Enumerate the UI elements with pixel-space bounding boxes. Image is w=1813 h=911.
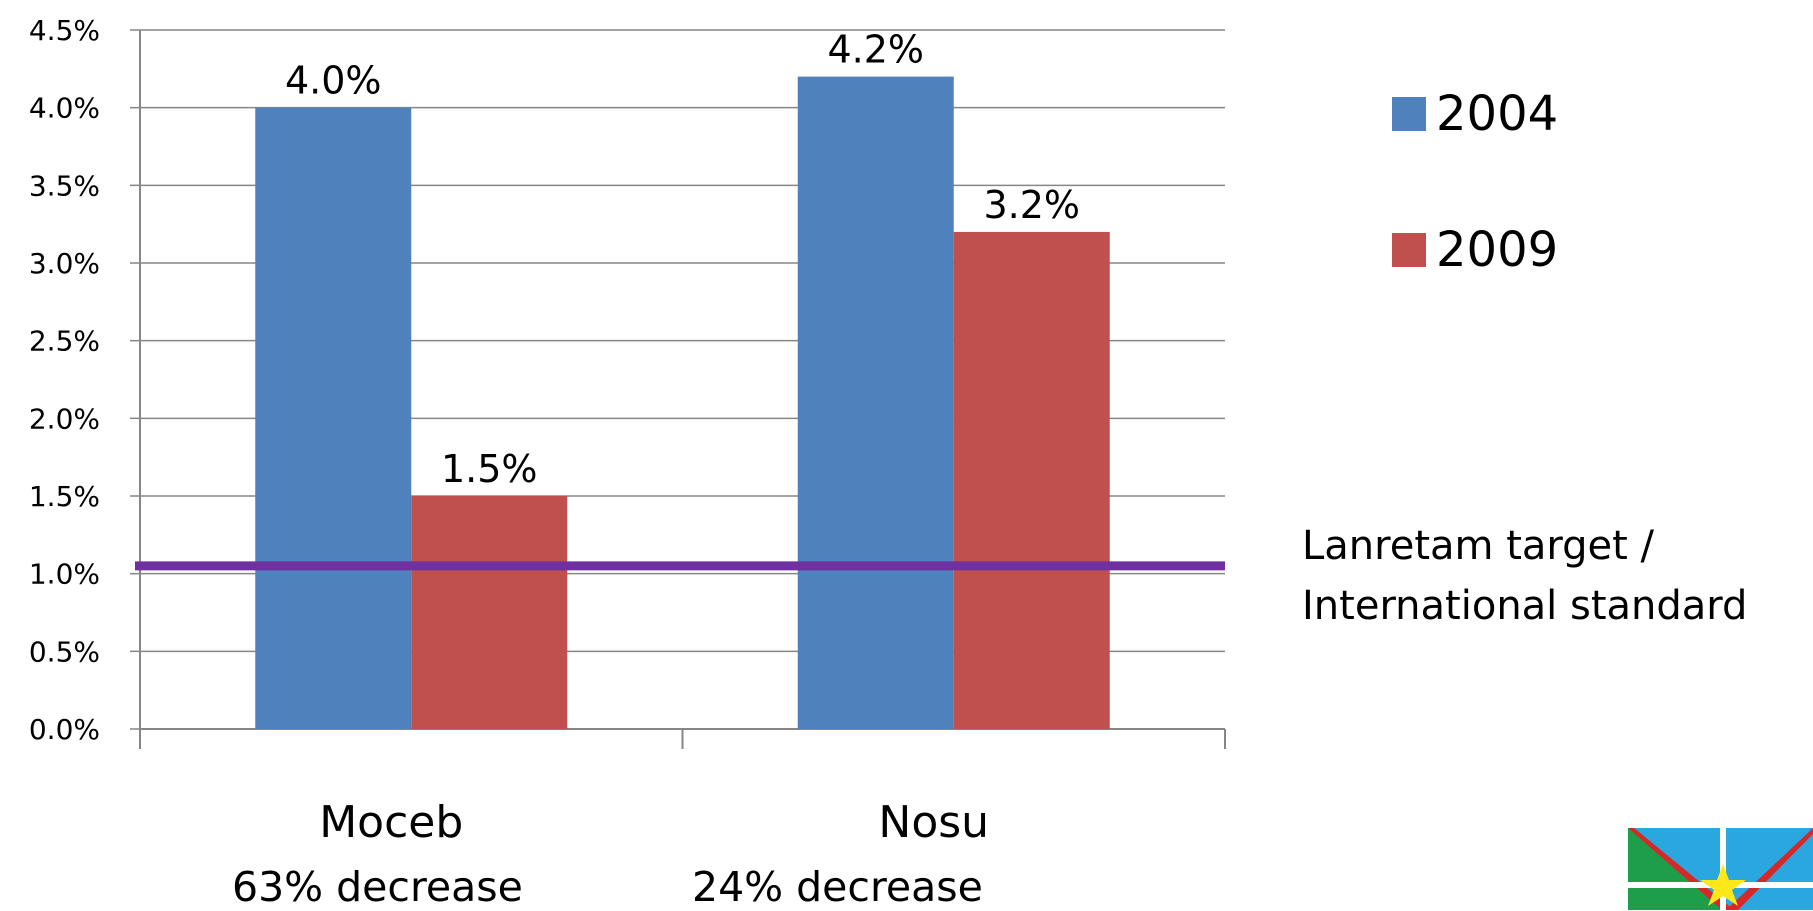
y-tick-label: 0.0% (29, 713, 100, 746)
reference-line-label-line-2: International standard (1302, 583, 1748, 629)
flag-logo-icon (1628, 828, 1813, 910)
reference-line-label: Lanretam target / International standard (1302, 516, 1747, 636)
bar-nosu-2004 (797, 76, 954, 730)
bar-nosu-2009 (953, 231, 1110, 729)
data-label: 1.5% (441, 447, 538, 491)
category-label-nosu: Nosu (878, 797, 989, 848)
legend-label-2004: 2004 (1436, 86, 1559, 142)
y-tick-label: 3.0% (29, 247, 100, 280)
y-tick-label: 1.5% (29, 480, 100, 513)
data-label: 3.2% (983, 183, 1080, 227)
legend-item-2009: 2009 (1392, 222, 1558, 278)
legend-swatch-2004 (1392, 97, 1426, 131)
category-label-moceb: Moceb (319, 797, 463, 848)
y-tick-label: 2.5% (29, 325, 100, 358)
reference-line-label-line-1: Lanretam target / (1302, 523, 1655, 569)
annotation-moceb-decrease: 63% decrease (232, 863, 523, 911)
legend-item-2004: 2004 (1392, 86, 1558, 142)
y-tick-label: 3.5% (29, 169, 100, 202)
data-label: 4.0% (285, 59, 382, 103)
bar-moceb-2009 (411, 496, 568, 729)
legend-swatch-2009 (1392, 233, 1426, 267)
y-tick-label: 4.5% (29, 14, 100, 47)
y-tick-label: 1.0% (29, 558, 100, 591)
data-label: 4.2% (827, 28, 924, 72)
y-tick-label: 4.0% (29, 92, 100, 125)
y-tick-label: 2.0% (29, 402, 100, 435)
legend-label-2009: 2009 (1436, 222, 1559, 278)
y-tick-label: 0.5% (29, 635, 100, 668)
annotation-nosu-decrease: 24% decrease (692, 863, 983, 911)
bar-moceb-2004 (255, 107, 412, 729)
